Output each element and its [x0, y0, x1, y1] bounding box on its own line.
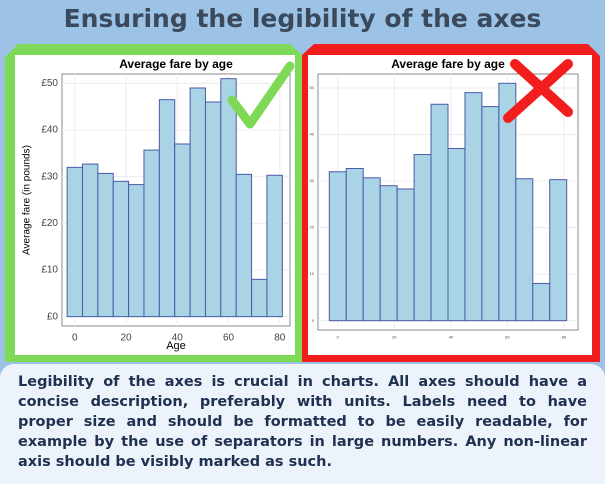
bar	[266, 174, 283, 318]
x-tick-label: 20	[120, 333, 132, 344]
bar	[345, 167, 364, 322]
bar	[481, 106, 500, 322]
bar	[328, 171, 347, 322]
bar	[413, 154, 432, 322]
chart-title: Average fare by age	[391, 57, 505, 71]
bar	[158, 99, 176, 318]
y-axis-label: Average fare (in pounds)	[22, 145, 33, 255]
bar	[515, 178, 534, 322]
x-tick-label: 60	[505, 334, 510, 339]
bar	[362, 177, 381, 322]
bar	[189, 87, 206, 318]
bar	[235, 173, 253, 318]
y-tick-label: £40	[41, 125, 58, 136]
chart-title: Average fare by age	[119, 57, 233, 71]
bar	[464, 92, 483, 322]
bar	[204, 101, 222, 318]
bar	[251, 278, 268, 318]
x-tick-label: 20	[392, 334, 397, 339]
bar	[112, 180, 130, 318]
bar	[447, 147, 466, 322]
bar	[66, 166, 83, 318]
bar	[143, 149, 160, 318]
y-tick-label: £30	[41, 171, 58, 182]
x-tick-label: 40	[449, 334, 454, 339]
bar	[81, 163, 99, 318]
bar	[396, 188, 415, 322]
bar	[430, 103, 449, 322]
y-tick-label: 50	[310, 85, 315, 90]
bar	[174, 143, 191, 318]
y-tick-label: £0	[47, 311, 59, 322]
description: Legibility of the axes is crucial in cha…	[0, 364, 605, 484]
y-tick-label: 0	[312, 318, 315, 323]
y-tick-label: £10	[41, 265, 58, 276]
y-tick-label: 20	[310, 225, 315, 230]
x-tick-label: 80	[562, 334, 567, 339]
y-tick-label: 40	[310, 132, 315, 137]
bar	[379, 185, 398, 322]
y-tick-label: £20	[41, 218, 58, 229]
x-tick-label: 40	[172, 333, 184, 344]
bar	[128, 184, 145, 318]
check-icon	[227, 61, 295, 129]
y-tick-label: £50	[41, 78, 58, 89]
y-tick-label: 30	[310, 178, 315, 183]
y-tick-label: 10	[310, 271, 315, 276]
bar	[220, 78, 237, 318]
cross-icon	[503, 59, 573, 123]
x-tick-label: 0	[337, 334, 340, 339]
x-tick-label: 60	[223, 333, 235, 344]
x-axis-label: Age	[166, 340, 186, 352]
page-title: Ensuring the legibility of the axes	[63, 4, 542, 33]
x-tick-label: 0	[72, 333, 78, 344]
bar	[549, 179, 568, 322]
bar	[97, 172, 114, 318]
charts: Average fare by age £0 £10 £20 £30 £40 £50 0 20 4…	[5, 44, 600, 362]
bar	[532, 282, 551, 322]
x-tick-label: 80	[274, 333, 286, 344]
